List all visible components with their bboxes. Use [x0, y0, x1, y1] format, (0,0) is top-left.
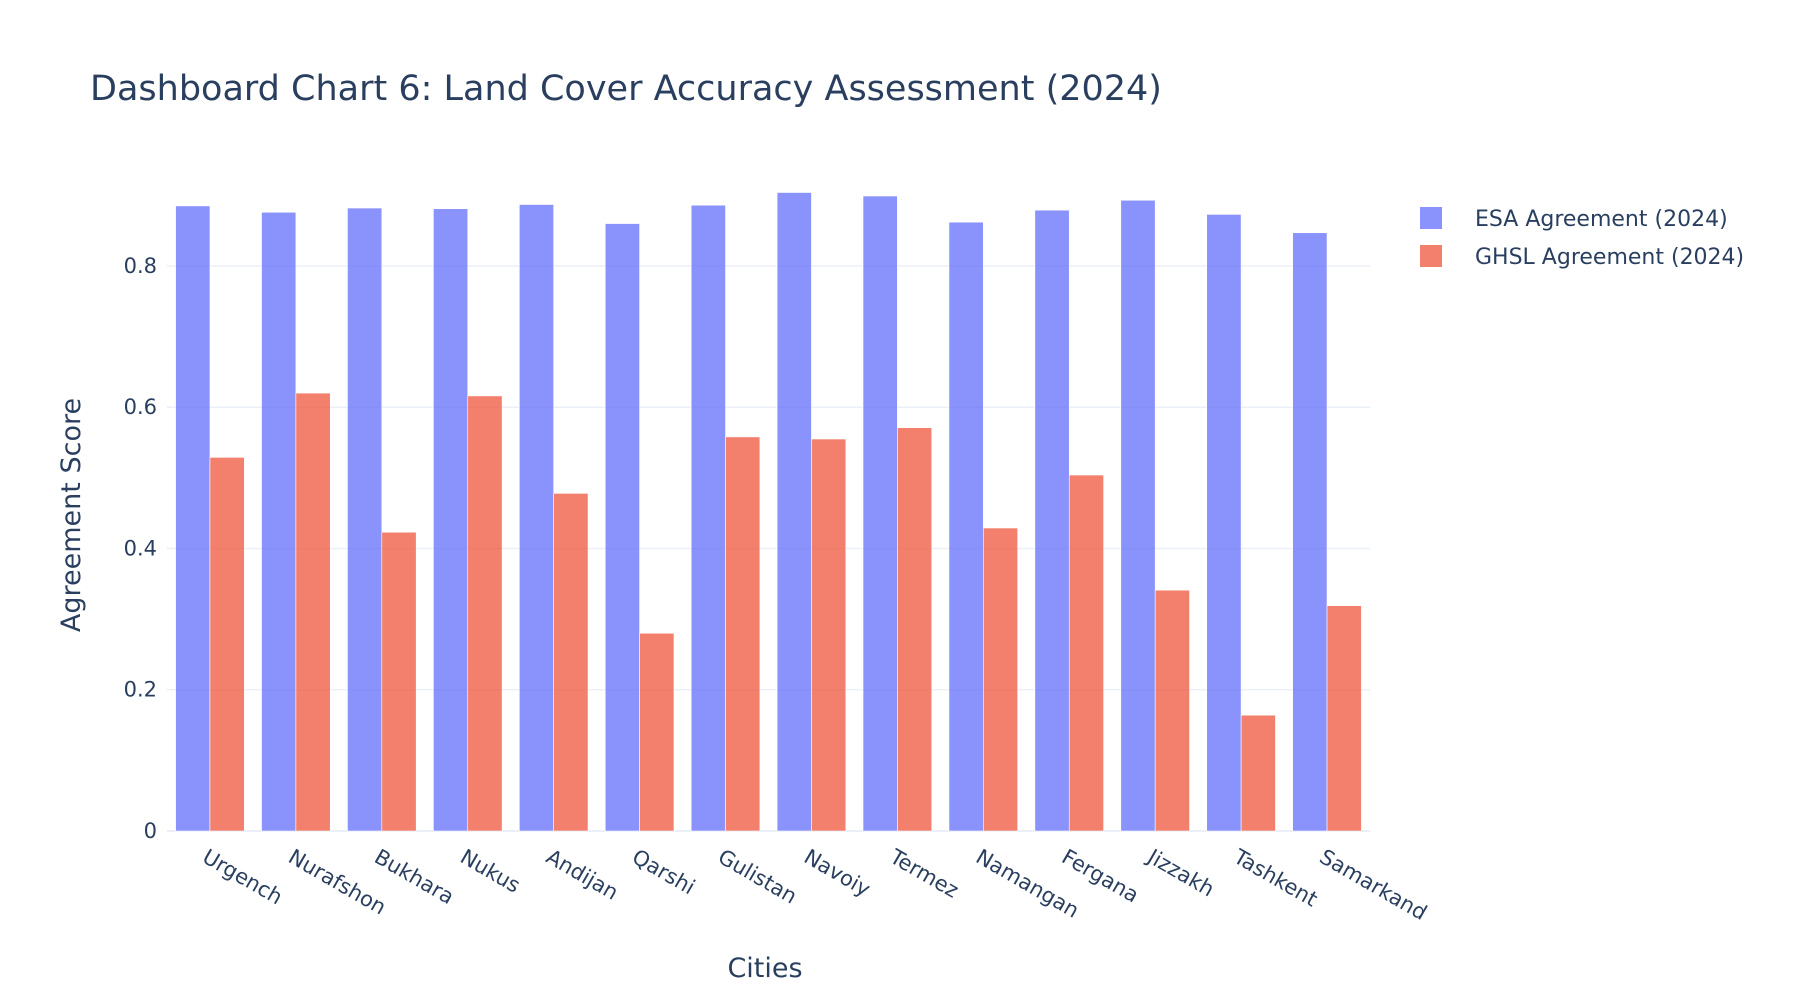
- legend[interactable]: ESA Agreement (2024) GHSL Agreement (2024…: [1420, 207, 1744, 270]
- x-tick-label: Tashkent: [1229, 844, 1322, 911]
- x-tick-label: Qarshi: [628, 845, 699, 900]
- bar-esa-tashkent[interactable]: [1206, 214, 1242, 832]
- legend-swatch: [1420, 245, 1442, 267]
- x-tick-label: Nukus: [456, 845, 524, 898]
- x-tick-label: Andijan: [542, 845, 622, 905]
- bar-ghsl-bukhara[interactable]: [381, 531, 417, 832]
- bar-ghsl-navoiy[interactable]: [811, 438, 847, 832]
- bar-esa-bukhara[interactable]: [347, 207, 383, 832]
- legend-swatch: [1420, 207, 1442, 229]
- bar-esa-fergana[interactable]: [1034, 209, 1070, 832]
- bar-esa-andijan[interactable]: [519, 204, 554, 832]
- legend-label: ESA Agreement (2024): [1475, 207, 1728, 232]
- bar-esa-jizzakh[interactable]: [1120, 199, 1156, 832]
- bar-esa-qarshi[interactable]: [604, 223, 640, 832]
- y-axis-ticks: 0 0.2 0.4 0.6 0.8: [124, 254, 157, 843]
- bar-ghsl-termez[interactable]: [897, 427, 933, 832]
- bar-ghsl-urgench[interactable]: [209, 457, 245, 832]
- x-tick-label: Jizzakh: [1142, 844, 1218, 902]
- x-axis-title: Cities: [727, 953, 802, 984]
- x-tick-label: Termez: [885, 844, 963, 903]
- bar-esa-gulistan[interactable]: [690, 204, 726, 832]
- bars: [175, 192, 1362, 832]
- y-tick-label: 0: [144, 819, 157, 843]
- bar-ghsl-andijan[interactable]: [553, 493, 589, 832]
- bar-esa-urgench[interactable]: [175, 205, 211, 832]
- y-tick-label: 0.8: [124, 254, 157, 278]
- y-tick-label: 0.4: [124, 536, 157, 560]
- x-tick-label: Samarkand: [1316, 845, 1431, 926]
- bar-ghsl-jizzakh[interactable]: [1154, 589, 1190, 832]
- chart-title: Dashboard Chart 6: Land Cover Accuracy A…: [90, 69, 1162, 109]
- bar-ghsl-namangan[interactable]: [983, 527, 1018, 832]
- bar-ghsl-qarshi[interactable]: [639, 632, 675, 832]
- bar-esa-nurafshon[interactable]: [261, 211, 297, 832]
- bar-esa-nukus[interactable]: [433, 208, 469, 832]
- bar-ghsl-nukus[interactable]: [467, 395, 503, 832]
- bar-esa-samarkand[interactable]: [1292, 232, 1328, 832]
- bar-ghsl-samarkand[interactable]: [1326, 605, 1362, 832]
- x-tick-label: Gulistan: [714, 845, 801, 909]
- x-tick-label: Urgench: [198, 845, 286, 910]
- x-tick-label: Nurafshon: [284, 845, 390, 920]
- bar-ghsl-fergana[interactable]: [1068, 474, 1104, 832]
- bar-ghsl-tashkent[interactable]: [1240, 714, 1276, 832]
- y-tick-label: 0.2: [124, 678, 157, 702]
- bar-esa-termez[interactable]: [862, 195, 898, 832]
- bar-esa-navoiy[interactable]: [776, 192, 812, 832]
- x-tick-label: Navoiy: [800, 845, 874, 902]
- bar-esa-namangan[interactable]: [948, 221, 984, 832]
- bar-ghsl-gulistan[interactable]: [725, 436, 761, 832]
- y-tick-label: 0.6: [124, 395, 157, 419]
- bar-ghsl-nurafshon[interactable]: [295, 392, 331, 832]
- legend-label: GHSL Agreement (2024): [1475, 245, 1744, 270]
- y-axis-title: Agreement Score: [56, 398, 87, 632]
